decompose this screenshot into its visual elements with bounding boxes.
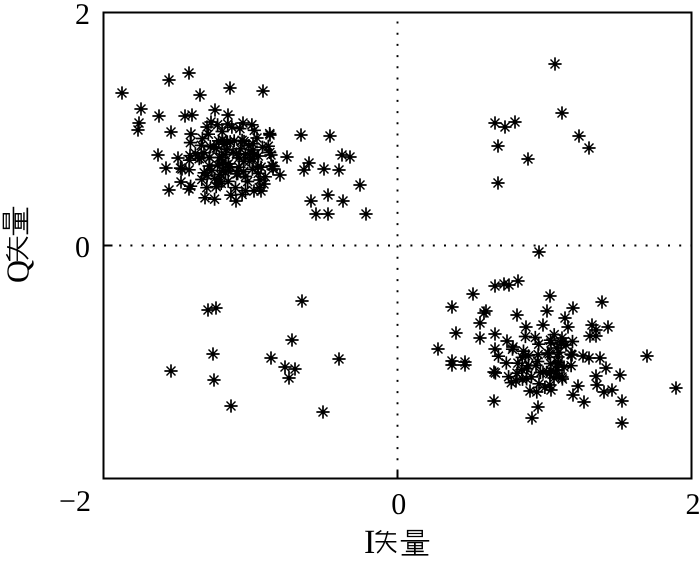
svg-text:2: 2 — [686, 488, 700, 521]
svg-text:2: 2 — [75, 0, 90, 31]
svg-text:−2: −2 — [59, 485, 91, 518]
svg-text:I: I — [364, 524, 375, 561]
svg-text:0: 0 — [75, 231, 90, 264]
svg-text:0: 0 — [391, 488, 406, 521]
svg-text:Q: Q — [0, 260, 36, 283]
